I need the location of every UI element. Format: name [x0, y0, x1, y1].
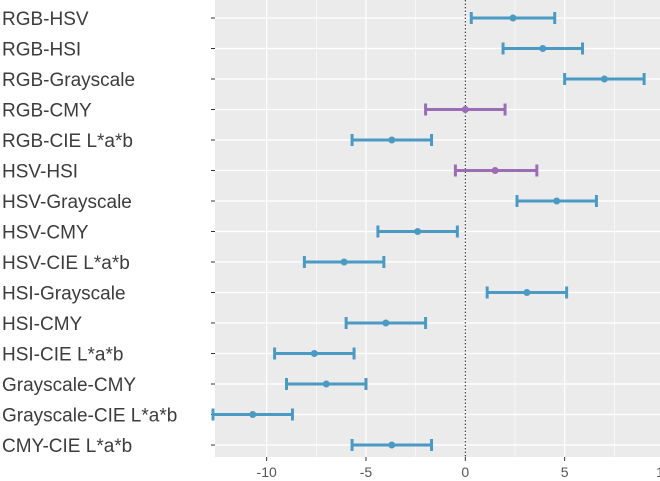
category-label: HSV-Grayscale [2, 192, 132, 213]
estimate-point [539, 45, 547, 52]
category-label: HSV-HSI [2, 162, 78, 183]
category-label: RGB-Grayscale [2, 70, 135, 91]
estimate-point [249, 411, 257, 418]
estimate-point [340, 258, 348, 266]
x-tick-label: 5 [561, 464, 569, 480]
estimate-point [553, 197, 561, 205]
category-label: RGB-CMY [2, 101, 92, 122]
category-label: CMY-CIE L*a*b [2, 436, 132, 457]
estimate-point [491, 167, 499, 174]
x-tick-label: 0 [461, 464, 469, 480]
estimate-point [600, 75, 608, 83]
plot-panel [215, 0, 660, 457]
y-axis-ticks [211, 17, 215, 446]
estimate-point [414, 228, 422, 235]
category-label: HSV-CIE L*a*b [2, 253, 130, 274]
confidence-intervals [211, 12, 646, 451]
estimate-point [509, 14, 517, 22]
category-label: HSI-CIE L*a*b [2, 345, 123, 366]
category-label: HSI-CMY [2, 314, 83, 335]
estimate-point [523, 289, 531, 296]
category-label: HSI-Grayscale [2, 284, 126, 305]
category-label: Grayscale-CIE L*a*b [2, 406, 177, 427]
x-tick-label: -5 [360, 464, 373, 480]
estimate-point [382, 319, 390, 327]
category-label: RGB-HSI [2, 40, 81, 61]
x-axis-ticks: -10 -5 0 5 10 [257, 457, 660, 480]
estimate-point [461, 106, 469, 113]
category-label: HSV-CMY [2, 223, 89, 244]
category-labels: RGB-HSV RGB-HSI RGB-Grayscale RGB-CMY RGB-CI… [2, 9, 177, 457]
category-label: RGB-CIE L*a*b [2, 131, 133, 152]
category-label: RGB-HSV [2, 9, 89, 30]
x-tick-label: -10 [257, 464, 277, 480]
estimate-point [388, 441, 396, 449]
category-label: Grayscale-CMY [2, 375, 136, 396]
estimate-point [322, 380, 330, 388]
x-tick-label: 10 [656, 464, 660, 480]
estimate-point [310, 350, 318, 357]
grid-lines [215, 0, 660, 457]
estimate-point [388, 136, 396, 144]
